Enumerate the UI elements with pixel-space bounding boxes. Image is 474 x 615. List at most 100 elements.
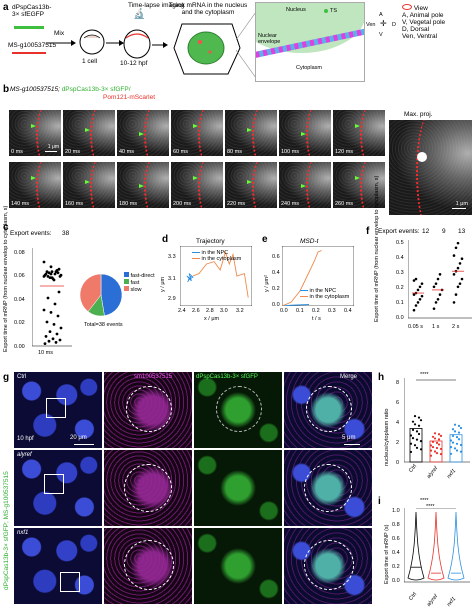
c-legend-fast-direct: fast-direct — [130, 273, 155, 279]
c-point — [57, 267, 61, 271]
a-probe-text: dPspCas13b- 3× sfEGFP — [12, 4, 52, 18]
b-target: MS-g100537515; — [10, 86, 60, 93]
g-ctrl-label: Ctrl — [17, 374, 27, 380]
c-pie-chart — [79, 273, 123, 317]
e-xtick-2: 0.2 — [312, 308, 320, 314]
b-frame-time: 180 ms — [119, 201, 138, 207]
b-frame: 260 ms — [333, 162, 385, 208]
d-legend-row-npc: in the NPC — [192, 250, 241, 256]
h-point — [429, 454, 433, 457]
b-frame-arrow — [355, 124, 360, 128]
g-hpf-label: 10 hpf — [17, 436, 34, 442]
view-legend: View A, Animal pole V, Vegetal pole D, D… — [402, 4, 472, 40]
b-frame: 0 ms 1 μm — [9, 110, 61, 156]
g-scalebar-2 — [344, 444, 360, 445]
c-tick-2: 0.04 — [14, 297, 25, 303]
c-point — [43, 273, 47, 277]
b-frame-arrow — [301, 184, 306, 188]
g-alyref-label: alyref — [17, 452, 32, 458]
b-frame-arrow — [193, 124, 198, 128]
e-ytick-0: 0.6 — [272, 254, 280, 260]
b-frame: 240 ms — [279, 162, 331, 208]
h-point — [439, 434, 443, 437]
b-frame-envelope — [35, 162, 56, 208]
i-sig-1: **** — [426, 504, 435, 510]
c-point — [53, 302, 57, 306]
g-ctrl-sm: sm100537515 — [104, 372, 192, 448]
c-pie-slice-slow — [79, 273, 102, 312]
f-point — [414, 304, 418, 307]
d-xlabel: x / μm — [204, 316, 220, 322]
h-point — [415, 446, 419, 449]
d-xtick-3: 3.0 — [220, 308, 228, 314]
f-ylabel: Export time of mRNP (from nuclear envelo… — [374, 175, 380, 322]
g-ctrl-gfp: dPspCas13b-3× sfGFP — [194, 372, 282, 448]
g-nxf1-label: nxf1 — [17, 530, 29, 536]
b-frame-time: 240 ms — [281, 201, 300, 207]
f-point — [416, 288, 420, 292]
b-frame-envelope — [197, 162, 218, 208]
f-tick-0: 0.5 — [396, 240, 404, 246]
e-series-1 — [282, 250, 322, 306]
c-point — [54, 341, 58, 344]
e-series-0 — [282, 304, 310, 306]
panel-f-label: f — [366, 226, 370, 237]
c-legend-slow: slow — [130, 287, 142, 293]
a-imaging-label: Time-lapse imaging — [128, 2, 185, 9]
a-cell-label: 1 cell — [82, 58, 98, 65]
f-scatter-plot — [408, 240, 472, 319]
b-frame-time: 60 ms — [173, 149, 188, 155]
b-frame-envelope — [143, 110, 164, 156]
c-point — [51, 337, 55, 341]
h-bar-Ctrl — [409, 428, 423, 463]
b-frame-envelope — [35, 110, 56, 156]
legend-d: D, Dorsal — [402, 26, 430, 33]
panel-i-label: i — [378, 496, 381, 507]
b-frame-arrow — [301, 132, 306, 136]
b-frame-time: 20 ms — [65, 149, 80, 155]
c-point — [53, 272, 57, 276]
panel-h-label: h — [378, 372, 385, 383]
e-ytick-2: 0.2 — [272, 286, 280, 292]
b-frame-arrow — [247, 128, 252, 132]
d-xtick-2: 2.8 — [206, 308, 214, 314]
f-point — [454, 246, 458, 250]
maxproj-scale-label: 1 μm — [455, 201, 468, 207]
h-point — [451, 441, 455, 444]
f-events-1: 9 — [442, 228, 446, 235]
f-tick-3: 0.2 — [396, 285, 404, 291]
e-legend-row-cyto: in the cytoplasm — [300, 294, 349, 300]
h-point — [433, 450, 437, 453]
probe-strand — [14, 26, 44, 29]
g-nxf1-overview: nxf1 — [14, 528, 102, 604]
f-point — [452, 254, 456, 257]
d-xtick-4: 3.2 — [236, 308, 244, 314]
b-frame: 40 ms — [117, 110, 169, 156]
d-legend-row-cyto: in the cytoplasm — [192, 256, 241, 262]
f-xcat-1: 1 s — [432, 324, 440, 330]
a-track-label: Track mRNA in the nucleus and the cytopl… — [168, 2, 248, 16]
g-nxf1-sm — [104, 528, 192, 604]
c-point — [47, 339, 51, 343]
b-caption: MS-g100537515; dPspCas13b-3× sfGFP/ — [10, 86, 131, 93]
g-ctrl-nucleus-outline-1 — [126, 386, 172, 432]
h-point — [411, 437, 415, 440]
h-point — [459, 426, 463, 430]
b-frame-time: 160 ms — [65, 201, 84, 207]
h-point — [439, 447, 443, 451]
i-ylabel: Export time of mRNP (s) — [384, 524, 390, 585]
h-point — [451, 428, 455, 431]
legend-v: V, Vegetal pole — [402, 19, 446, 26]
f-point — [434, 282, 438, 285]
h-point — [429, 449, 433, 452]
panel-e-label: e — [262, 234, 268, 245]
h-ytick-0: 8 — [396, 380, 400, 386]
f-point — [452, 273, 456, 276]
stage-arrow — [106, 40, 124, 46]
b-frame-envelope — [197, 110, 218, 156]
h-point — [411, 428, 415, 431]
c-point — [42, 260, 46, 264]
h-point — [453, 423, 457, 426]
f-point — [436, 277, 440, 281]
h-point — [437, 443, 441, 446]
